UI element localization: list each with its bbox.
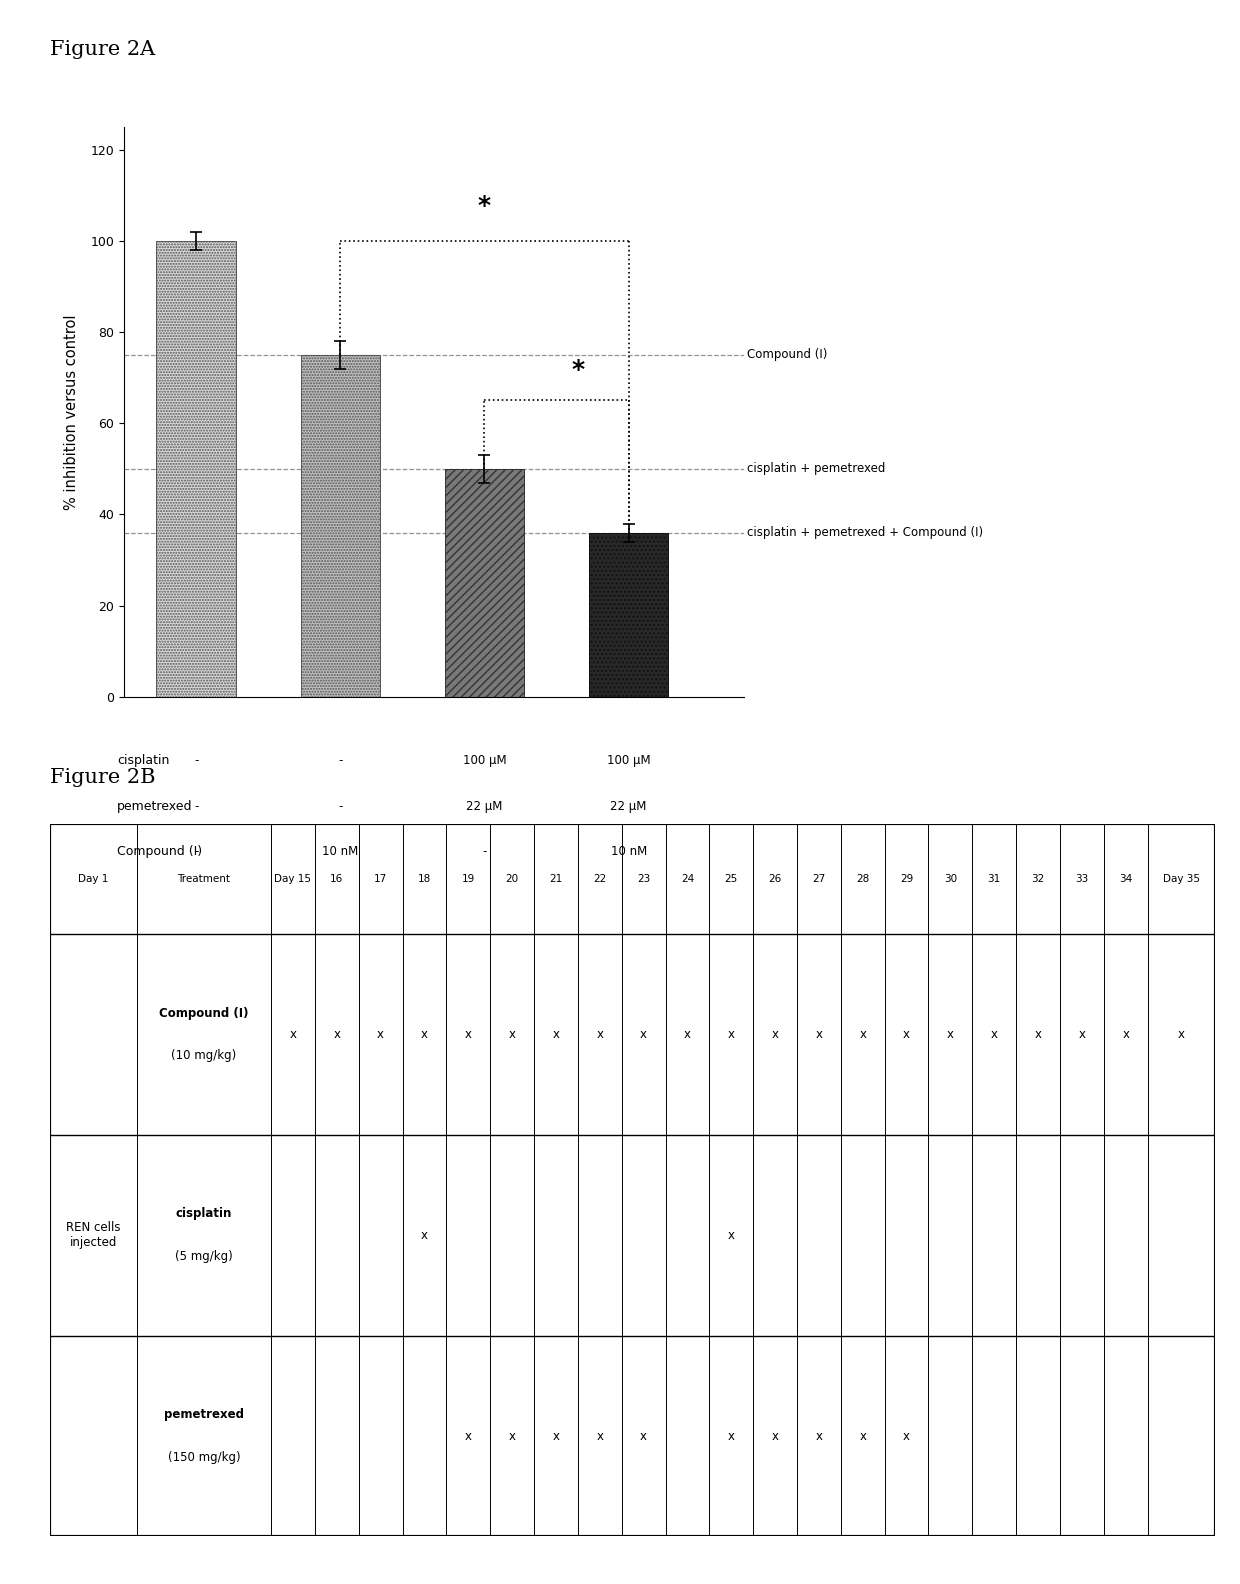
Text: -: - (482, 846, 486, 859)
Text: cisplatin + pemetrexed: cisplatin + pemetrexed (746, 463, 885, 475)
Text: 28: 28 (856, 874, 869, 884)
Text: x: x (420, 1229, 428, 1242)
Text: x: x (1034, 1028, 1042, 1041)
Text: x: x (465, 1028, 471, 1041)
Text: -: - (193, 800, 198, 813)
Text: 26: 26 (769, 874, 781, 884)
Text: 27: 27 (812, 874, 826, 884)
Bar (156, 241, 236, 697)
Text: x: x (596, 1028, 604, 1041)
Text: Compound (I): Compound (I) (746, 348, 827, 361)
Text: 22 μM: 22 μM (466, 800, 502, 813)
Text: x: x (508, 1430, 516, 1443)
Text: x: x (420, 1028, 428, 1041)
Text: 32: 32 (1032, 874, 1044, 884)
Text: x: x (334, 1028, 340, 1041)
Text: Day 15: Day 15 (274, 874, 311, 884)
Text: 10 nM: 10 nM (322, 846, 358, 859)
Text: 23: 23 (637, 874, 650, 884)
Bar (589, 532, 668, 697)
Text: x: x (465, 1430, 471, 1443)
Text: pemetrexed: pemetrexed (117, 800, 192, 813)
Text: x: x (771, 1430, 779, 1443)
Text: x: x (947, 1028, 954, 1041)
Text: 34: 34 (1118, 874, 1132, 884)
Text: (5 mg/kg): (5 mg/kg) (175, 1250, 233, 1262)
Text: x: x (859, 1028, 867, 1041)
Text: pemetrexed: pemetrexed (164, 1408, 244, 1421)
Text: 21: 21 (549, 874, 563, 884)
Text: Compound (I): Compound (I) (159, 1007, 249, 1020)
Bar (300, 355, 379, 697)
Text: Day 35: Day 35 (1163, 874, 1200, 884)
Text: 16: 16 (330, 874, 343, 884)
Text: -: - (339, 754, 342, 767)
Bar (445, 469, 525, 697)
Text: 19: 19 (461, 874, 475, 884)
Text: x: x (991, 1028, 998, 1041)
Text: 100 μM: 100 μM (606, 754, 651, 767)
Text: Figure 2A: Figure 2A (50, 40, 155, 59)
Text: x: x (289, 1028, 296, 1041)
Text: 33: 33 (1075, 874, 1089, 884)
Text: 29: 29 (900, 874, 913, 884)
Text: x: x (640, 1028, 647, 1041)
Text: 100 μM: 100 μM (463, 754, 506, 767)
Text: 22 μM: 22 μM (610, 800, 647, 813)
Text: x: x (684, 1028, 691, 1041)
Text: x: x (1122, 1028, 1130, 1041)
Text: x: x (816, 1028, 822, 1041)
Text: 30: 30 (944, 874, 957, 884)
Text: x: x (728, 1229, 735, 1242)
Text: cisplatin + pemetrexed + Compound (I): cisplatin + pemetrexed + Compound (I) (746, 526, 983, 539)
Text: *: * (572, 358, 585, 382)
Text: x: x (1178, 1028, 1185, 1041)
Y-axis label: % inhibition versus control: % inhibition versus control (64, 314, 79, 510)
Text: REN cells
injected: REN cells injected (66, 1221, 120, 1250)
Text: x: x (728, 1028, 735, 1041)
Text: 31: 31 (987, 874, 1001, 884)
Text: Compound (I): Compound (I) (117, 846, 202, 859)
Text: -: - (193, 754, 198, 767)
Text: 24: 24 (681, 874, 694, 884)
Text: 18: 18 (418, 874, 432, 884)
Text: Treatment: Treatment (177, 874, 231, 884)
Text: x: x (771, 1028, 779, 1041)
Text: 10 nM: 10 nM (610, 846, 647, 859)
Text: 20: 20 (506, 874, 518, 884)
Text: x: x (859, 1430, 867, 1443)
Text: x: x (640, 1430, 647, 1443)
Text: (10 mg/kg): (10 mg/kg) (171, 1050, 237, 1063)
Text: x: x (1079, 1028, 1085, 1041)
Text: Day 1: Day 1 (78, 874, 108, 884)
Text: 17: 17 (374, 874, 387, 884)
Text: x: x (728, 1430, 735, 1443)
Text: x: x (903, 1430, 910, 1443)
Text: 25: 25 (724, 874, 738, 884)
Text: (150 mg/kg): (150 mg/kg) (167, 1451, 241, 1464)
Text: *: * (477, 193, 491, 219)
Text: x: x (553, 1430, 559, 1443)
Text: -: - (339, 800, 342, 813)
Text: x: x (816, 1430, 822, 1443)
Text: x: x (596, 1430, 604, 1443)
Text: x: x (553, 1028, 559, 1041)
Text: cisplatin: cisplatin (176, 1207, 232, 1220)
Text: x: x (903, 1028, 910, 1041)
Text: cisplatin: cisplatin (117, 754, 169, 767)
Text: -: - (193, 846, 198, 859)
Text: Figure 2B: Figure 2B (50, 768, 155, 787)
Text: x: x (377, 1028, 384, 1041)
Text: 22: 22 (593, 874, 606, 884)
Text: x: x (508, 1028, 516, 1041)
